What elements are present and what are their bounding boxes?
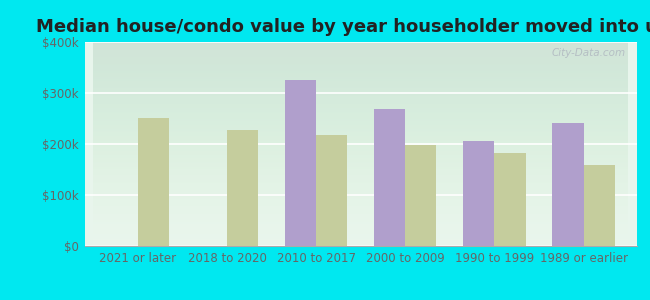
Title: Median house/condo value by year householder moved into unit: Median house/condo value by year househo… (36, 18, 650, 36)
Bar (495, 153, 526, 246)
Bar (552, 123, 584, 246)
Bar (406, 145, 437, 246)
Bar (285, 80, 316, 246)
Text: City-Data.com: City-Data.com (552, 48, 626, 58)
Bar (463, 141, 495, 246)
Bar (316, 135, 347, 246)
Bar (138, 118, 169, 246)
Bar (374, 109, 406, 246)
Bar (584, 165, 615, 246)
Bar (227, 130, 258, 246)
